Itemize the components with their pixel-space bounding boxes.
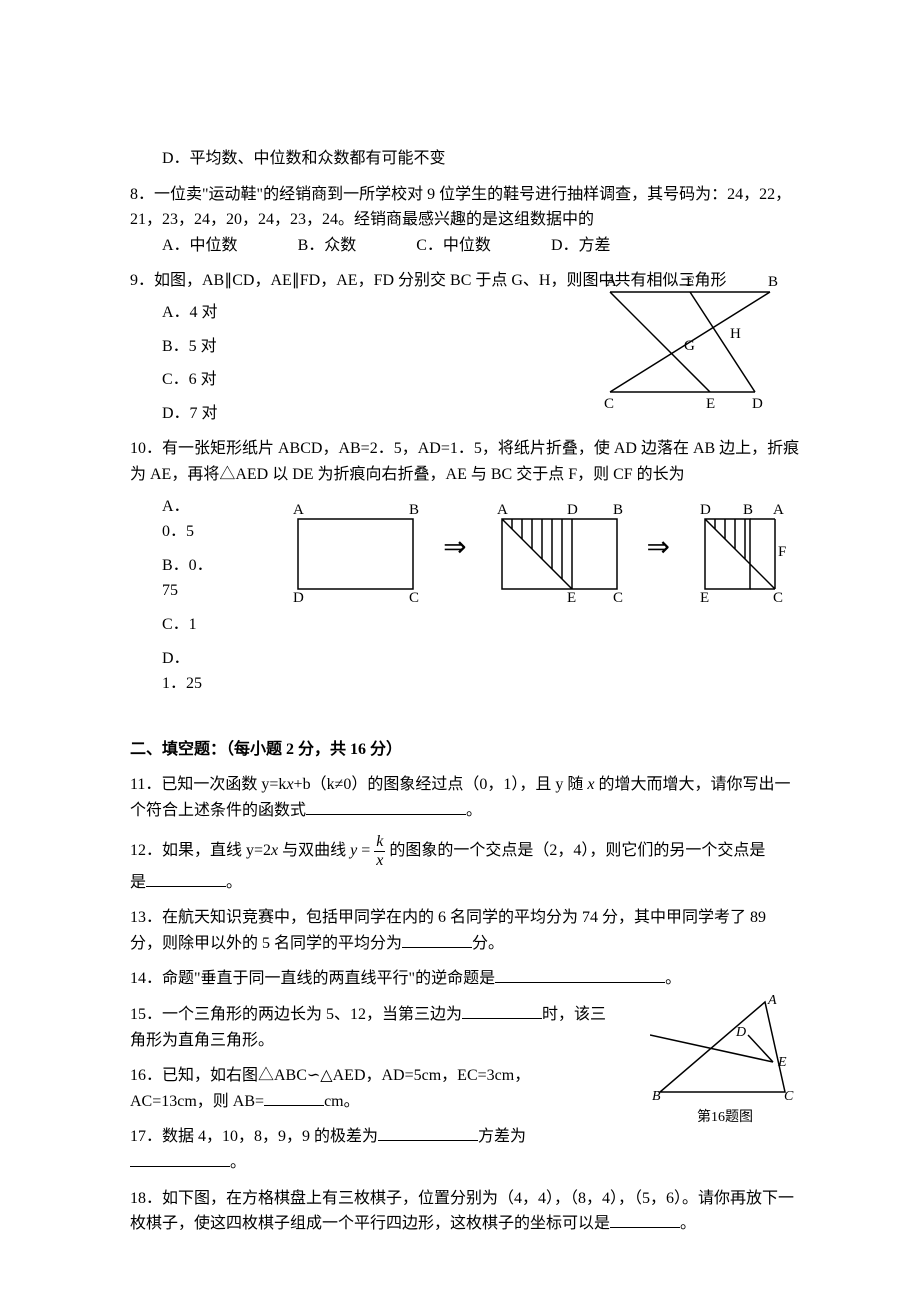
arrow-icon: ⇒ — [443, 526, 466, 571]
q17-mid: 方差为 — [478, 1128, 526, 1145]
q10-c: C．1 — [162, 612, 213, 638]
q17-end: 。 — [230, 1154, 246, 1171]
q8-d: D．方差 — [551, 233, 611, 259]
q10-fig1: A B C D — [283, 494, 423, 604]
q11-mid: +b（k≠0）的图象经过点（0，1），且 y 随 — [294, 776, 588, 793]
q10-d: D．1．25 — [162, 646, 213, 697]
q14-pre: 14．命题"垂直于同一直线的两直线平行"的逆命题是 — [130, 970, 495, 987]
q9-figure: A F B C E D G H — [600, 272, 800, 412]
q10-options: A．0．5 B．0．75 C．1 D．1．25 — [162, 494, 213, 697]
q11-blank — [306, 814, 466, 815]
svg-text:G: G — [684, 338, 695, 354]
q12-end: 。 — [226, 874, 242, 891]
q14-blank — [495, 982, 665, 983]
q12-blank — [146, 886, 226, 887]
q9-svg: A F B C E D G H — [600, 272, 800, 412]
svg-text:H: H — [730, 326, 741, 342]
q8-a: A．中位数 — [162, 233, 238, 259]
svg-text:D: D — [293, 590, 304, 604]
svg-text:B: B — [409, 502, 419, 518]
svg-text:F: F — [778, 544, 786, 560]
svg-text:A: A — [293, 502, 304, 518]
svg-text:C: C — [613, 590, 623, 604]
q15: 15．一个三角形的两边长为 5、12，当第三边为时，该三角形为直角三角形。 — [130, 1002, 610, 1053]
q12: 12．如果，直线 y=2x 与双曲线 y = kx 的图象的一个交点是（2，4）… — [130, 833, 800, 895]
q12-eq: = — [357, 842, 374, 859]
svg-text:A: A — [497, 502, 508, 518]
svg-text:B: B — [768, 274, 778, 290]
q13-blank — [402, 947, 472, 948]
q10-figures: A B C D ⇒ — [283, 494, 800, 604]
q11: 11．已知一次函数 y=kx+b（k≠0）的图象经过点（0，1），且 y 随 x… — [130, 772, 800, 823]
q18-blank — [610, 1227, 680, 1228]
section2-heading: 二、填空题：（每小题 2 分，共 16 分） — [130, 737, 800, 763]
q10: 10．有一张矩形纸片 ABCD，AB=2．5，AD=1．5，将纸片折叠，使 AD… — [130, 436, 800, 696]
q13-pre: 13．在航天知识竞赛中，包括甲同学在内的 6 名同学的平均分为 74 分，其中甲… — [130, 909, 766, 952]
svg-text:A: A — [773, 502, 784, 518]
q17-blank1 — [378, 1140, 478, 1141]
svg-text:E: E — [567, 590, 576, 604]
q9: 9．如图，AB∥CD，AE∥FD，AE，FD 分别交 BC 于点 G、H，则图中… — [130, 268, 800, 426]
q13: 13．在航天知识竞赛中，包括甲同学在内的 6 名同学的平均分为 74 分，其中甲… — [130, 905, 800, 956]
q11-x1: x — [286, 776, 293, 793]
q10-fig3: D B A F C E — [690, 494, 800, 604]
svg-text:D: D — [700, 502, 711, 518]
q14-end: 。 — [665, 970, 681, 987]
q8-c: C．中位数 — [416, 233, 491, 259]
q11-end: 。 — [466, 802, 482, 819]
q10-fig2: A D B C E — [487, 494, 627, 604]
svg-text:B: B — [652, 1089, 661, 1104]
q12-mid: 与双曲线 — [278, 842, 350, 859]
q17-pre: 17．数据 4，10，8，9，9 的极差为 — [130, 1128, 378, 1145]
svg-text:E: E — [706, 396, 715, 412]
q16-unit: cm。 — [324, 1093, 360, 1110]
svg-text:D: D — [567, 502, 578, 518]
q12-num: k — [374, 833, 385, 852]
svg-text:E: E — [777, 1055, 787, 1070]
q16-caption: 第16题图 — [650, 1107, 800, 1129]
q12-post: 的图象的一个交点是（2，4），则它们的另一个交点是 — [385, 842, 765, 859]
q16-blank — [264, 1105, 324, 1106]
q17: 17．数据 4，10，8，9，9 的极差为 方差为。 — [130, 1124, 800, 1175]
q15-pre: 15．一个三角形的两边长为 5、12，当第三边为 — [130, 1006, 462, 1023]
q7-option-d: D．平均数、中位数和众数都有可能不变 — [130, 146, 800, 172]
q10-text: 10．有一张矩形纸片 ABCD，AB=2．5，AD=1．5，将纸片折叠，使 AD… — [130, 436, 800, 487]
q16-figure: A D E B C 第16题图 — [650, 992, 800, 1129]
q8-text: 8．一位卖"运动鞋"的经销商到一所学校对 9 位学生的鞋号进行抽样调查，其号码为… — [130, 182, 800, 233]
q17-blank2 — [130, 1166, 230, 1167]
svg-text:B: B — [613, 502, 623, 518]
svg-text:C: C — [604, 396, 614, 412]
svg-text:B: B — [743, 502, 753, 518]
svg-text:A: A — [606, 274, 617, 290]
q14: 14．命题"垂直于同一直线的两直线平行"的逆命题是 。 — [130, 966, 800, 992]
q16: 16．已知，如右图△ABC∽△AED，AD=5cm，EC=3cm，AC=13cm… — [130, 1063, 610, 1114]
svg-text:D: D — [735, 1025, 746, 1040]
svg-text:F: F — [686, 274, 694, 290]
svg-text:C: C — [784, 1089, 794, 1104]
q12-pre: 12．如果，直线 y=2 — [130, 842, 271, 859]
svg-text:A: A — [767, 993, 777, 1008]
q10-a: A．0．5 — [162, 494, 213, 545]
q8-options: A．中位数 B．众数 C．中位数 D．方差 — [162, 233, 800, 259]
q13-unit: 分。 — [472, 935, 504, 952]
q15-q16-block: 15．一个三角形的两边长为 5、12，当第三边为时，该三角形为直角三角形。 16… — [130, 1002, 800, 1114]
q12-den: x — [374, 852, 385, 870]
arrow-icon: ⇒ — [647, 526, 670, 571]
q8-b: B．众数 — [298, 233, 357, 259]
q10-b: B．0．75 — [162, 553, 213, 604]
svg-text:C: C — [773, 590, 783, 604]
q18: 18．如下图，在方格棋盘上有三枚棋子，位置分别为（4，4），（8，4），（5，6… — [130, 1186, 800, 1237]
q11-pre: 11．已知一次函数 y=k — [130, 776, 286, 793]
svg-text:E: E — [700, 590, 709, 604]
q15-blank — [462, 1018, 542, 1019]
svg-text:C: C — [409, 590, 419, 604]
q18-end: 。 — [680, 1215, 696, 1232]
q12-fraction: kx — [374, 833, 385, 869]
svg-text:D: D — [752, 396, 763, 412]
q8: 8．一位卖"运动鞋"的经销商到一所学校对 9 位学生的鞋号进行抽样调查，其号码为… — [130, 182, 800, 259]
exam-page: D．平均数、中位数和众数都有可能不变 8．一位卖"运动鞋"的经销商到一所学校对 … — [0, 0, 920, 1297]
q16-svg: A D E B C — [650, 992, 800, 1107]
